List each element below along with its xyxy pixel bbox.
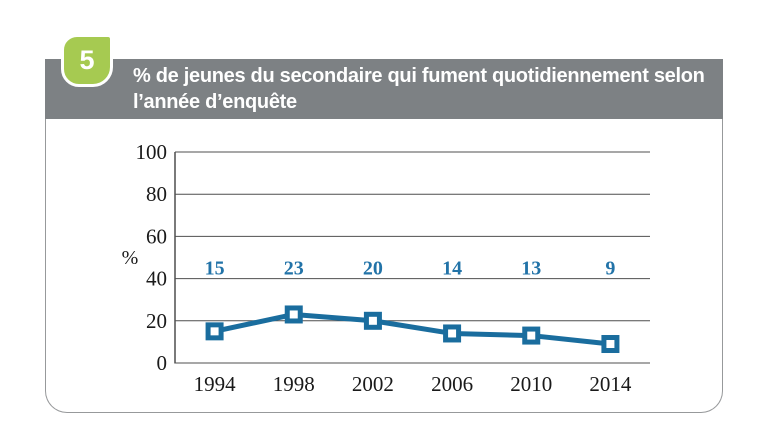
ytick-label: 0 bbox=[157, 351, 168, 375]
data-label: 9 bbox=[605, 258, 615, 280]
figure-header-bar bbox=[45, 59, 723, 119]
data-label: 13 bbox=[521, 258, 541, 280]
data-label: 23 bbox=[284, 258, 304, 280]
data-label: 14 bbox=[442, 258, 462, 280]
ytick-label: 80 bbox=[146, 182, 167, 206]
xtick-label: 2010 bbox=[510, 372, 552, 396]
ytick-label: 60 bbox=[146, 224, 167, 248]
figure-number: 5 bbox=[79, 45, 95, 75]
data-point-marker bbox=[443, 324, 462, 343]
figure-title-line2: l’année d’enquête bbox=[133, 91, 297, 113]
data-point-marker bbox=[363, 311, 382, 330]
xtick-label: 2002 bbox=[352, 372, 394, 396]
figure-title-line1: % de jeunes du secondaire qui fument quo… bbox=[133, 65, 705, 87]
xtick-label: 1998 bbox=[273, 372, 315, 396]
data-label: 15 bbox=[205, 258, 225, 280]
data-point-marker bbox=[205, 322, 224, 341]
xtick-label: 2006 bbox=[431, 372, 473, 396]
ytick-label: 100 bbox=[136, 140, 168, 164]
data-point-marker bbox=[284, 305, 303, 324]
xtick-label: 1994 bbox=[194, 372, 237, 396]
figure-number-badge: 5 bbox=[61, 34, 113, 87]
data-label: 20 bbox=[363, 258, 383, 280]
data-point-marker bbox=[601, 335, 620, 354]
ytick-label: 20 bbox=[146, 309, 167, 333]
figure-title: % de jeunes du secondaire qui fument quo… bbox=[133, 63, 718, 115]
y-axis-unit-label: % bbox=[122, 247, 139, 269]
xtick-label: 2014 bbox=[589, 372, 632, 396]
ytick-label: 40 bbox=[146, 267, 167, 291]
series-line bbox=[212, 311, 613, 347]
data-point-marker bbox=[522, 326, 541, 345]
